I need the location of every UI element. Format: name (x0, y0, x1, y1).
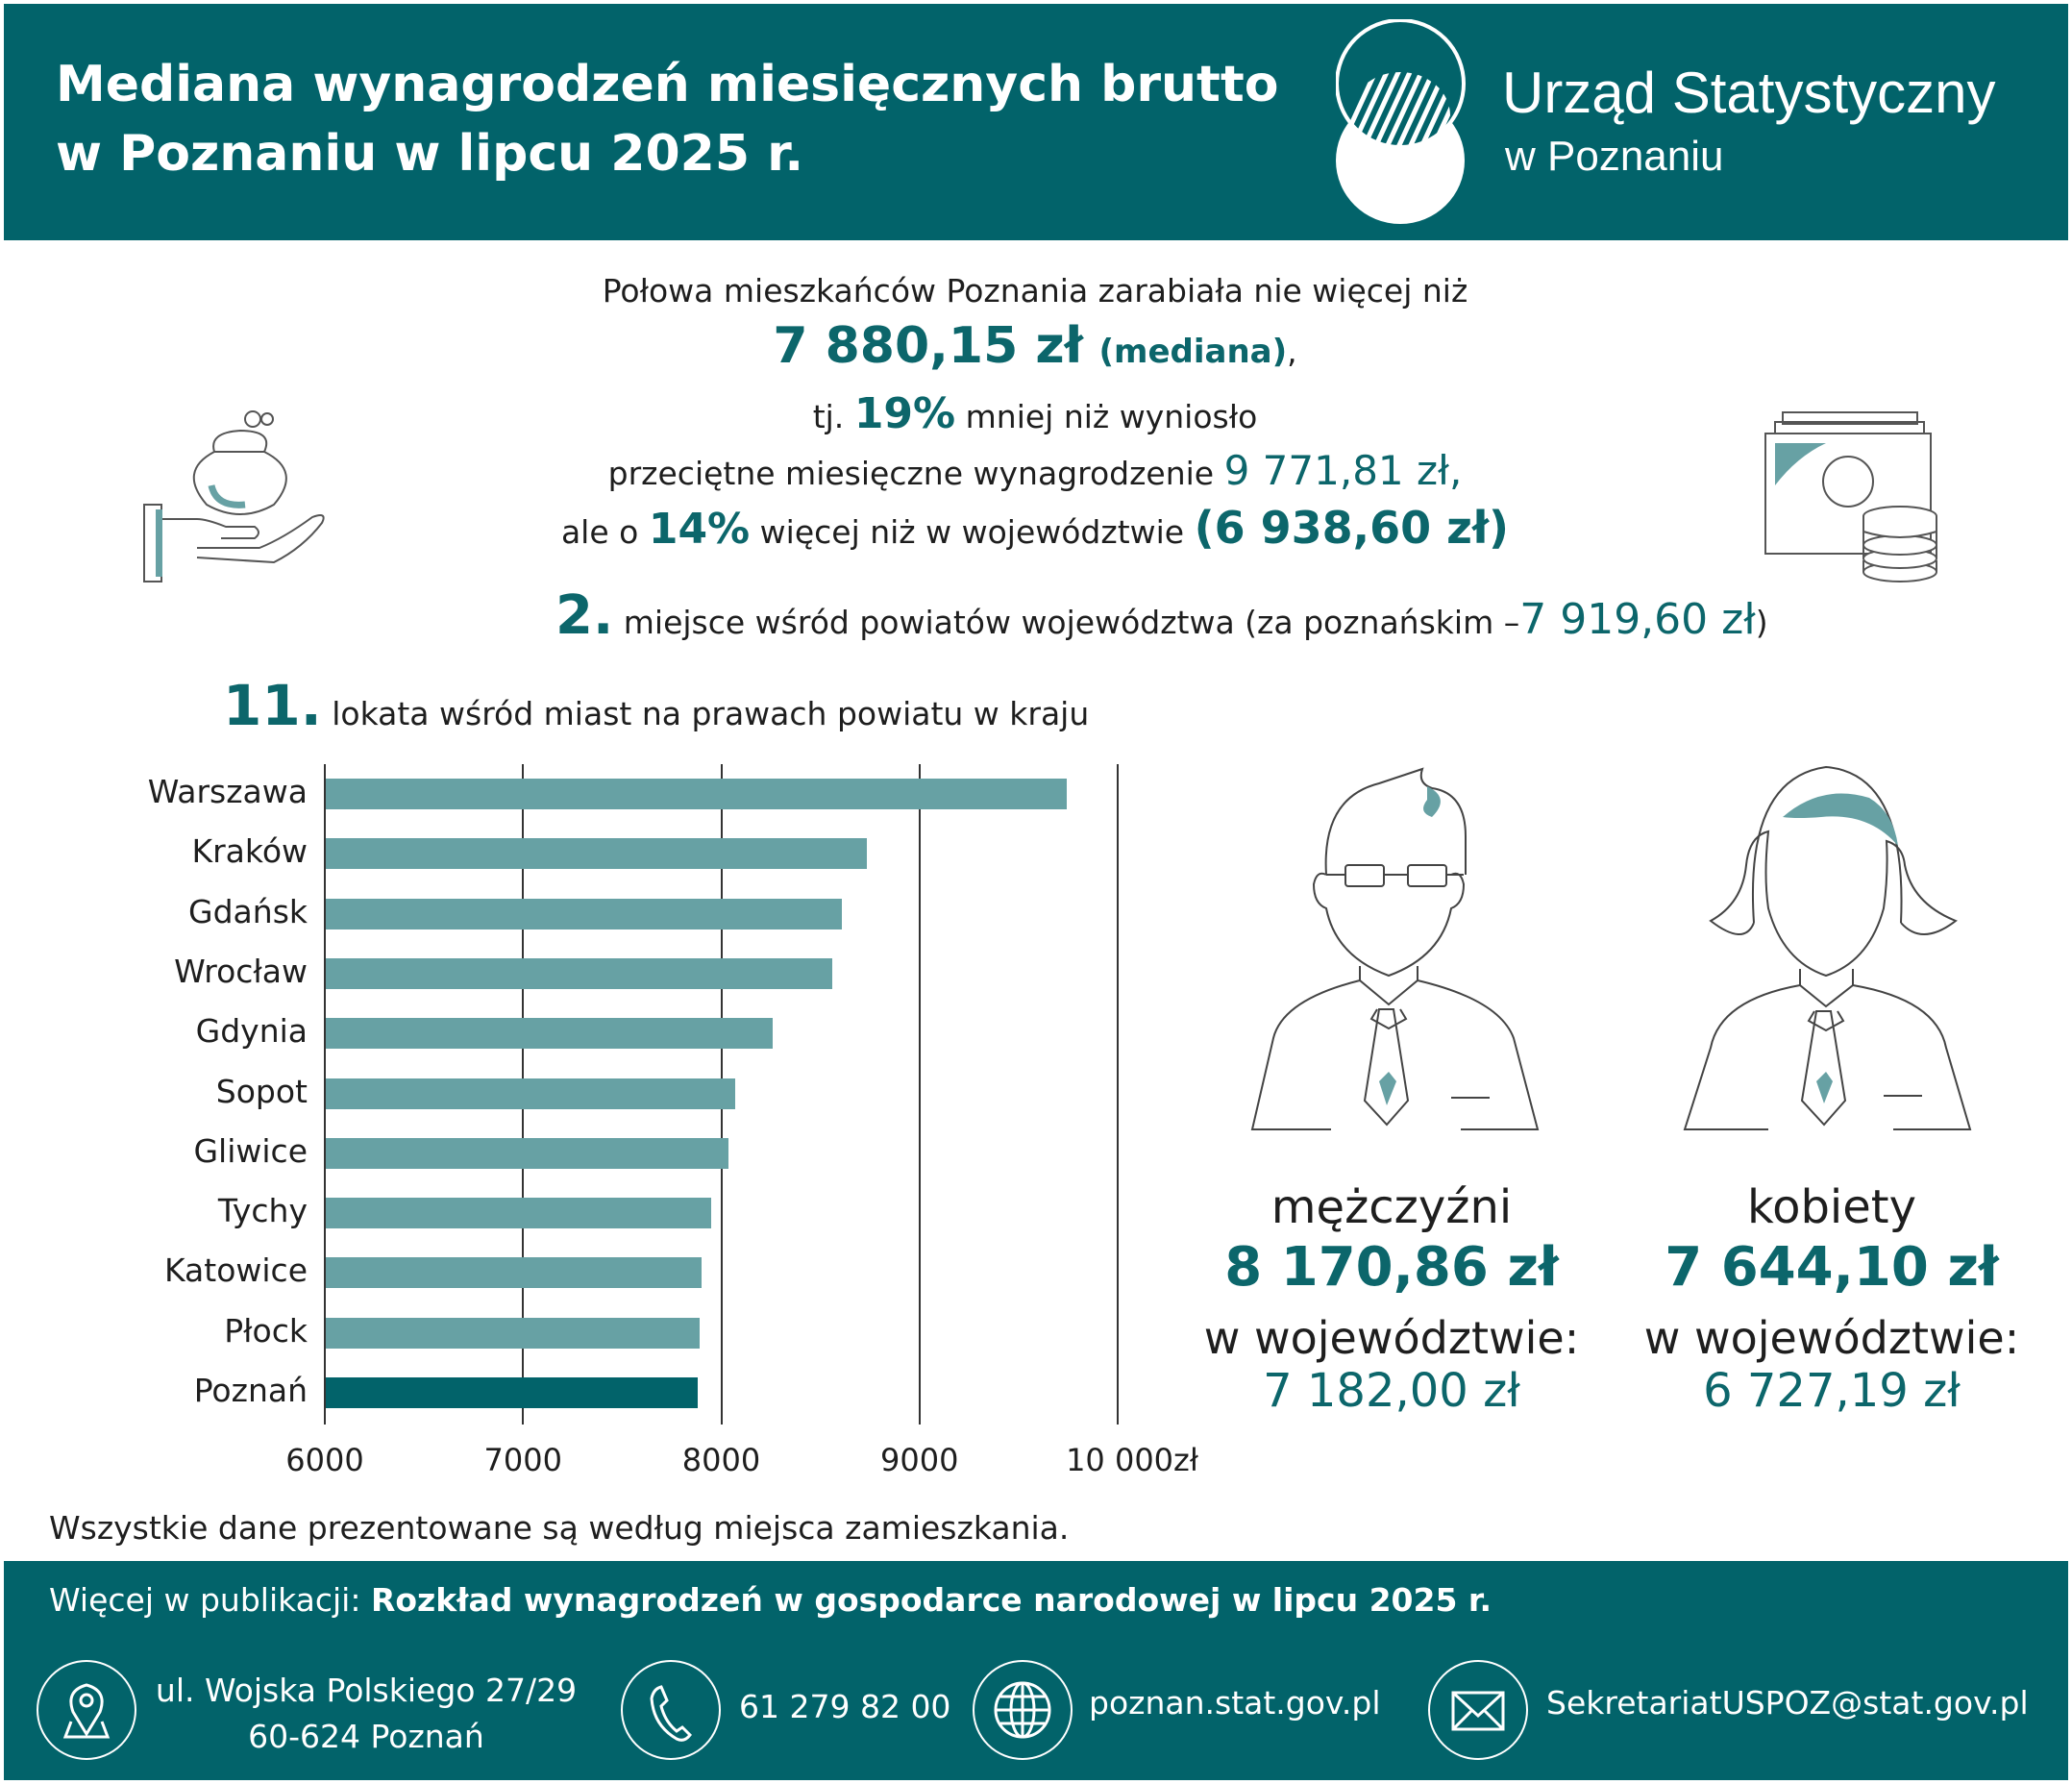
location-icon (37, 1660, 136, 1760)
org-city: w Poznaniu (1505, 133, 1724, 180)
bar-tychy (326, 1198, 712, 1229)
category-label: Płock (224, 1311, 308, 1350)
footnote: Wszystkie dane prezentowane są według mi… (49, 1509, 1070, 1547)
x-tick-label: 6000 (285, 1442, 364, 1478)
category-label: Poznań (193, 1372, 308, 1409)
summary-line-5: ale o 14% więcej niż w województwie (6 9… (384, 502, 1686, 554)
logo-icon (1336, 19, 1466, 224)
bar-kraków (326, 838, 867, 870)
category-label: Wrocław (174, 952, 308, 990)
line5-mid: więcej niż w województwie (759, 513, 1185, 551)
summary-line-3: tj. 19% mniej niż wyniosło (384, 389, 1686, 438)
women-voiv-label: w województwie: (1643, 1312, 2020, 1364)
women-block: kobiety 7 644,10 zł w województwie: 6 72… (1640, 1180, 2024, 1418)
publication-line: Więcej w publikacji: Rozkład wynagrodzeń… (49, 1581, 1492, 1619)
bar-płock (326, 1317, 701, 1349)
envelope-icon (1428, 1660, 1528, 1760)
bar-wrocław (326, 957, 832, 989)
summary-median: 7 880,15 zł (mediana), (384, 317, 1686, 375)
x-tick-label: 8000 (681, 1442, 761, 1478)
bar-chart: 6000 7000 8000 9000 10 000zł Warszawa Kraków Gd… (147, 764, 1198, 1478)
voiv-value: (6 938,60 zł) (1194, 502, 1510, 554)
rank-city-text: lokata wśród miast na prawach powiatu w … (332, 695, 1090, 732)
median-value: 7 880,15 zł (773, 317, 1083, 375)
rank-powiat-value: 7 919,60 zł (1519, 595, 1756, 644)
line3-suffix: mniej niż wyniosło (965, 398, 1258, 435)
category-label: Katowice (163, 1251, 308, 1290)
rank-powiat-text: miejsce wśród powiatów województwa (za p… (623, 604, 1520, 641)
title-line-1: Mediana wynagrodzeń miesięcznych brutto (56, 56, 1279, 113)
bar-gdynia (326, 1018, 774, 1050)
men-value: 8 170,86 zł (1224, 1236, 1559, 1299)
men-voiv-value: 7 182,00 zł (1263, 1364, 1520, 1418)
summary-line-4: przeciętne miesięczne wynagrodzenie 9 77… (384, 447, 1686, 494)
rank-powiat-number: 2. (555, 584, 614, 647)
man-icon (1250, 767, 1540, 1130)
line4-text: przeciętne miesięczne wynagrodzenie (607, 455, 1215, 492)
bar-sopot (326, 1078, 735, 1109)
line3-prefix: tj. (812, 398, 845, 435)
women-voiv-value: 6 727,19 zł (1703, 1364, 1961, 1418)
bar-gdańsk (326, 898, 842, 929)
woman-icon (1683, 765, 1972, 1130)
publication-title[interactable]: Rozkład wynagrodzeń w gospodarce narodow… (370, 1581, 1492, 1619)
avg-value: 9 771,81 zł, (1223, 447, 1463, 494)
money-coins-icon (1764, 411, 1937, 582)
rank-city-number: 11. (223, 673, 322, 738)
line5-prefix: ale o (560, 513, 639, 551)
gridline (324, 764, 326, 1425)
category-label: Gdańsk (188, 892, 308, 930)
summary-line-1: Połowa mieszkańców Poznania zarabiała ni… (602, 272, 1468, 310)
gridline (918, 764, 921, 1425)
phone-number[interactable]: 61 279 82 00 (739, 1688, 951, 1725)
address: ul. Wojska Polskiego 27/29 60-624 Poznań (155, 1668, 578, 1760)
women-label: kobiety (1746, 1180, 1916, 1234)
bar-katowice (326, 1257, 702, 1289)
email-link[interactable]: SekretariatUSPOZ@stat.gov.pl (1546, 1684, 2029, 1722)
category-label: Gliwice (193, 1131, 308, 1170)
pct-more: 14% (648, 505, 751, 554)
bar-gliwice (326, 1137, 729, 1169)
pct-less: 19% (853, 389, 956, 438)
page-title: Mediana wynagrodzeń miesięcznych brutto … (56, 50, 1278, 188)
category-label: Tychy (217, 1192, 308, 1230)
bar-poznań (326, 1377, 698, 1408)
category-label: Gdynia (195, 1012, 308, 1051)
website-link[interactable]: poznan.stat.gov.pl (1089, 1684, 1381, 1722)
header-band (4, 4, 2068, 240)
rank-powiat: 2. miejsce wśród powiatów województwa (z… (555, 584, 1768, 647)
category-label: Sopot (215, 1072, 308, 1110)
x-tick-label: 9000 (880, 1442, 959, 1478)
publication-prefix: Więcej w publikacji: (49, 1581, 361, 1619)
title-line-2: w Poznaniu w lipcu 2025 r. (56, 125, 804, 183)
rank-city: 11. lokata wśród miast na prawach powiat… (223, 673, 1089, 738)
x-tick-label: 10 000zł (1066, 1442, 1198, 1478)
gridline (1117, 764, 1119, 1425)
women-value: 7 644,10 zł (1665, 1236, 1999, 1299)
org-name: Urząd Statystyczny (1502, 61, 1996, 125)
x-tick-label: 7000 (483, 1442, 562, 1478)
men-block: mężczyźni 8 170,86 zł w województwie: 7 … (1199, 1180, 1584, 1418)
category-label: Warszawa (147, 773, 308, 810)
category-label: Kraków (191, 832, 308, 871)
hand-wallet-icon (143, 410, 325, 582)
median-suffix: , (1287, 333, 1297, 370)
median-label: (mediana) (1098, 333, 1288, 371)
men-voiv-label: w województwie: (1203, 1312, 1580, 1364)
men-label: mężczyźni (1270, 1180, 1513, 1234)
bar-warszawa (326, 779, 1068, 809)
address-line-1: ul. Wojska Polskiego 27/29 (155, 1672, 578, 1709)
rank-powiat-close: ) (1755, 604, 1768, 641)
address-line-2: 60-624 Poznań (248, 1718, 484, 1755)
phone-icon (621, 1660, 721, 1760)
globe-icon (973, 1660, 1073, 1760)
